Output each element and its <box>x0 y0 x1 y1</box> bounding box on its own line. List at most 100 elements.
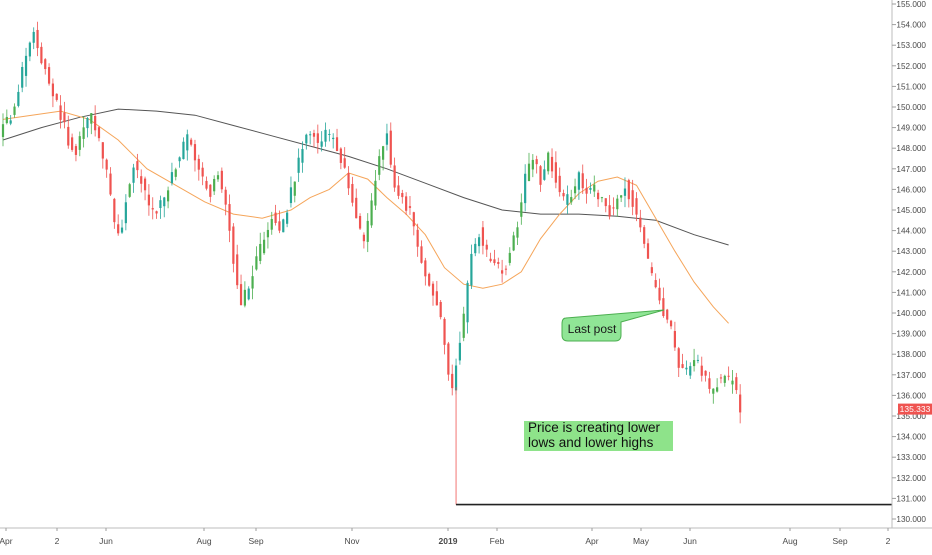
time-tick-label: Aug <box>196 536 211 546</box>
candle-up <box>466 282 469 323</box>
candle-up <box>78 136 81 150</box>
last-post-label: Last post <box>568 322 617 336</box>
price-tick-label: 153.000 <box>896 41 926 50</box>
candle-down <box>274 212 277 223</box>
candle-up <box>124 202 127 224</box>
price-tick-label: 142.000 <box>896 268 926 277</box>
time-tick-label: 2 <box>55 536 60 546</box>
candle-down <box>197 158 200 170</box>
candle-down <box>489 258 492 262</box>
time-tick-label: Apr <box>0 536 13 546</box>
candle-up <box>186 134 189 151</box>
candle-down <box>485 244 488 250</box>
time-tick-label: Aug <box>782 536 797 546</box>
price-tick-label: 150.000 <box>896 103 926 112</box>
trend-note[interactable]: Price is creating lower lows and lower h… <box>524 420 673 454</box>
candle-down <box>351 183 354 203</box>
candle-down <box>700 365 703 376</box>
candle-up <box>182 141 185 160</box>
candle-down <box>497 262 500 264</box>
candle-up <box>616 198 619 210</box>
candle-up <box>17 91 20 106</box>
candle-down <box>447 343 450 375</box>
candle-up <box>251 276 254 289</box>
candle-down <box>67 126 70 146</box>
price-axis[interactable]: 155.000 154.000 153.000 152.000 151.000 150.0… <box>891 0 926 528</box>
candle-up <box>470 253 473 286</box>
candle-down <box>347 173 350 189</box>
candle-down <box>643 227 646 244</box>
time-axis[interactable]: Apr 2 Jun Aug Sep Nov 2019 Feb Apr May Jun Aug Sep 2 <box>0 527 932 546</box>
candle-up <box>381 146 385 160</box>
candle-up <box>474 243 477 254</box>
candle-down <box>627 180 630 200</box>
candle-down <box>228 204 231 231</box>
candle-down <box>362 234 366 242</box>
time-tick-label: Nov <box>344 536 360 546</box>
last-post-callout[interactable]: Last post <box>561 309 665 342</box>
candle-up <box>320 141 323 147</box>
candle-down <box>224 189 227 205</box>
price-tick-label: 151.000 <box>896 82 926 91</box>
candle-up <box>570 197 573 203</box>
last-price-marker: 135.333 <box>898 403 932 415</box>
candle-up <box>259 243 262 261</box>
candle-down <box>393 165 396 188</box>
candle-down <box>481 227 485 246</box>
candle-up <box>309 134 312 136</box>
candle-up <box>454 365 458 391</box>
price-tick-label: 146.000 <box>896 185 926 194</box>
candle-down <box>550 156 554 172</box>
candle-up <box>512 235 515 251</box>
price-tick-label: 138.000 <box>896 350 926 359</box>
candle-up <box>531 159 534 170</box>
time-tick-label: Sep <box>832 536 847 546</box>
candle-up <box>86 118 89 129</box>
candle-down <box>55 93 58 100</box>
candle-down <box>405 196 408 211</box>
candle-down <box>612 207 615 209</box>
price-tick-label: 143.000 <box>896 247 926 256</box>
candle-down <box>443 318 446 345</box>
candle-up <box>255 256 258 270</box>
candle-down <box>408 206 412 208</box>
candle-up <box>297 157 300 173</box>
candle-down <box>239 284 243 306</box>
candle-down <box>97 127 101 139</box>
candle-down <box>401 193 404 198</box>
candle-down <box>739 394 742 413</box>
candle-up <box>385 133 389 145</box>
price-tick-label: 132.000 <box>896 474 926 483</box>
candle-up <box>289 187 293 204</box>
candle-up <box>247 288 250 300</box>
candle-up <box>547 152 550 172</box>
candle-up <box>366 220 369 242</box>
candle-up <box>378 156 381 175</box>
candle-up <box>301 149 304 163</box>
candle-down <box>193 144 197 161</box>
candle-up <box>1 124 5 137</box>
candle-up <box>527 163 531 182</box>
candle-up <box>458 342 461 361</box>
candle-up <box>243 289 246 306</box>
candle-down <box>143 178 147 191</box>
candle-down <box>109 173 112 195</box>
candle-up <box>216 175 220 180</box>
candle-down <box>681 364 684 368</box>
candle-up <box>286 212 289 224</box>
candle-up <box>477 237 481 247</box>
candle-down <box>431 283 435 296</box>
candle-up <box>166 190 170 202</box>
candle-down <box>71 137 74 150</box>
candle-down <box>236 254 239 286</box>
candle-down <box>51 83 55 97</box>
candle-up <box>573 186 577 194</box>
candle-down <box>554 162 557 183</box>
candle-up <box>132 167 135 183</box>
candle-up <box>24 55 28 76</box>
candle-down <box>59 105 62 120</box>
ma-200-line <box>2 108 729 246</box>
price-tick-label: 141.000 <box>896 288 926 297</box>
candle-down <box>412 212 415 227</box>
